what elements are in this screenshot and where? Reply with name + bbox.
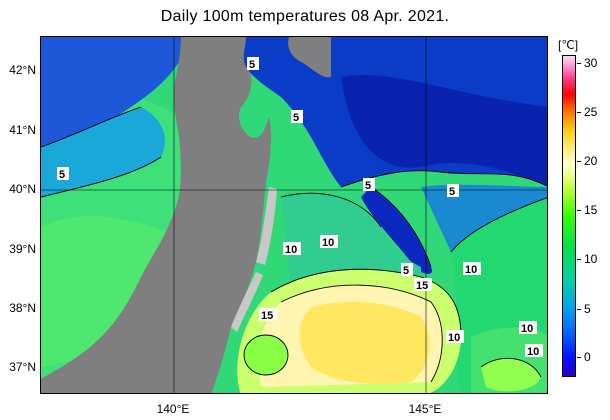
colorbar-tick	[577, 357, 581, 358]
cold-finger	[361, 187, 432, 274]
warm-core-yellow	[299, 301, 430, 384]
colorbar-label-15: 15	[584, 203, 598, 217]
gridlines	[41, 37, 547, 393]
lon-label-145: 145°E	[408, 402, 442, 416]
colorbar-tick	[577, 161, 581, 162]
colorbar-label-5: 5	[584, 302, 591, 316]
colorbar-label-20: 20	[584, 154, 598, 168]
contour-label: 15	[261, 310, 273, 322]
contour-label: 5	[293, 112, 299, 124]
temperature-map: 5 5 5 5 5 5 10 10 10 10 10 10 15	[40, 36, 548, 394]
contour-label: 5	[449, 186, 455, 198]
contour-lines	[41, 106, 547, 383]
southeast-eddy	[481, 358, 541, 392]
colorbar-tick	[577, 210, 581, 211]
deep-cold-east	[341, 74, 547, 187]
subarctic-front	[421, 184, 547, 252]
colorbar-label-10: 10	[584, 252, 598, 266]
colorbar-unit: [℃]	[558, 38, 579, 52]
contour-label: 5	[403, 265, 409, 277]
contour-label: 5	[249, 59, 255, 71]
contour-label: 10	[285, 244, 297, 256]
hokkaido-cape	[201, 37, 246, 65]
cold-water-northwest	[41, 37, 191, 157]
colorbar-label-0: 0	[584, 350, 591, 364]
shelf-strip	[256, 187, 277, 265]
lat-label-37: 37°N	[9, 360, 36, 374]
colorbar-tick	[577, 309, 581, 310]
central-green	[281, 193, 421, 287]
contour-label-group: 5 5 5 5 5 5 10 10 10 10 10 10 15	[57, 57, 543, 358]
colorbar-tick	[577, 259, 581, 260]
contour-label: 10	[527, 346, 539, 358]
hokkaido-land	[288, 37, 331, 78]
contour-label: 15	[416, 280, 428, 292]
colorbar-label-25: 25	[584, 105, 598, 119]
lat-label-38: 38°N	[9, 301, 36, 315]
contour-label: 10	[322, 237, 334, 249]
contour-label: 10	[521, 323, 533, 335]
lon-label-140: 140°E	[156, 402, 190, 416]
south-eddy	[244, 335, 288, 375]
honshu-land	[41, 37, 272, 393]
shelf-strip-south	[231, 272, 263, 332]
contour-label: 10	[448, 332, 460, 344]
colorbar	[562, 55, 576, 377]
colorbar-tick	[577, 63, 581, 64]
contour-label: 10	[465, 264, 477, 276]
lat-label-42: 42°N	[9, 63, 36, 77]
colorbar-tick	[577, 112, 581, 113]
lat-label-39: 39°N	[9, 242, 36, 256]
map-title: Daily 100m temperatures 08 Apr. 2021.	[160, 8, 450, 25]
contour-label: 5	[59, 169, 65, 181]
cool-water-northwest	[41, 107, 165, 197]
contour-label: 5	[365, 180, 371, 192]
lat-label-41: 41°N	[9, 123, 36, 137]
colorbar-label-30: 30	[584, 56, 598, 70]
lat-label-40: 40°N	[9, 182, 36, 196]
